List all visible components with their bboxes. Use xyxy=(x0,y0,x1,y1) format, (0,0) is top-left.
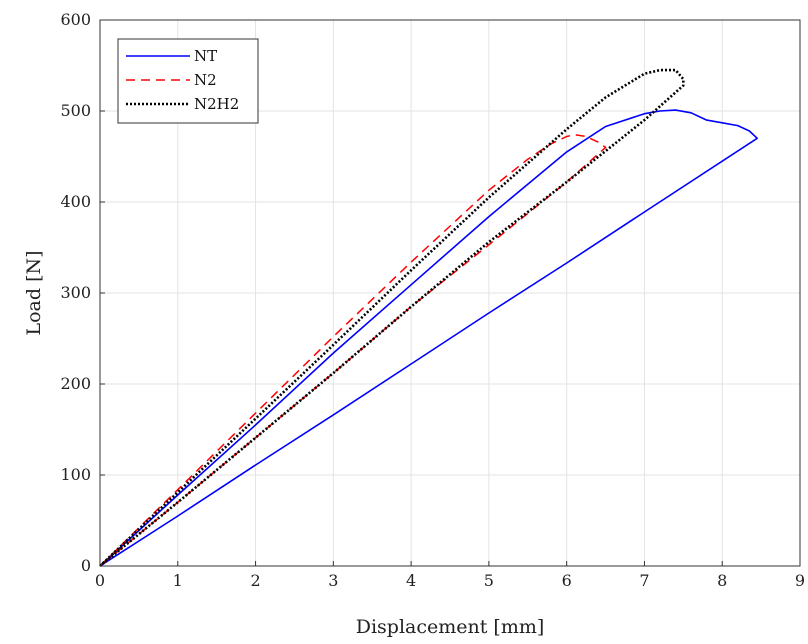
x-tick-label: 4 xyxy=(406,571,416,590)
legend-label-nt: NT xyxy=(194,47,217,65)
x-tick-label: 3 xyxy=(328,571,338,590)
y-tick-label: 200 xyxy=(60,374,91,393)
x-axis-label: Displacement [mm] xyxy=(356,616,545,638)
x-tick-label: 2 xyxy=(250,571,260,590)
legend-label-n2: N2 xyxy=(194,71,217,89)
y-tick-label: 500 xyxy=(60,101,91,120)
y-tick-label: 600 xyxy=(60,10,91,29)
x-tick-label: 6 xyxy=(562,571,572,590)
x-tick-label: 5 xyxy=(484,571,494,590)
x-tick-label: 9 xyxy=(795,571,805,590)
series-line-n2 xyxy=(99,133,607,567)
x-tick-label: 1 xyxy=(173,571,183,590)
series-layer xyxy=(99,68,759,568)
legend: NT N2 N2H2 xyxy=(117,38,259,124)
y-axis-label: Load [N] xyxy=(23,250,45,335)
y-tick-label: 400 xyxy=(60,192,91,211)
x-tick-label: 0 xyxy=(95,571,105,590)
x-tick-label: 7 xyxy=(639,571,649,590)
legend-box xyxy=(117,38,259,124)
legend-label-n2h2: N2H2 xyxy=(194,95,239,113)
series-line-n2h2 xyxy=(99,68,685,568)
y-tick-label: 100 xyxy=(60,465,91,484)
tick-labels: 0 1 2 3 4 5 6 7 8 9 0 100 200 300 400 500 600 xyxy=(60,10,805,590)
y-tick-label: 0 xyxy=(81,556,91,575)
series-line-nt xyxy=(99,109,759,567)
y-tick-label: 300 xyxy=(60,283,91,302)
x-tick-label: 8 xyxy=(717,571,727,590)
